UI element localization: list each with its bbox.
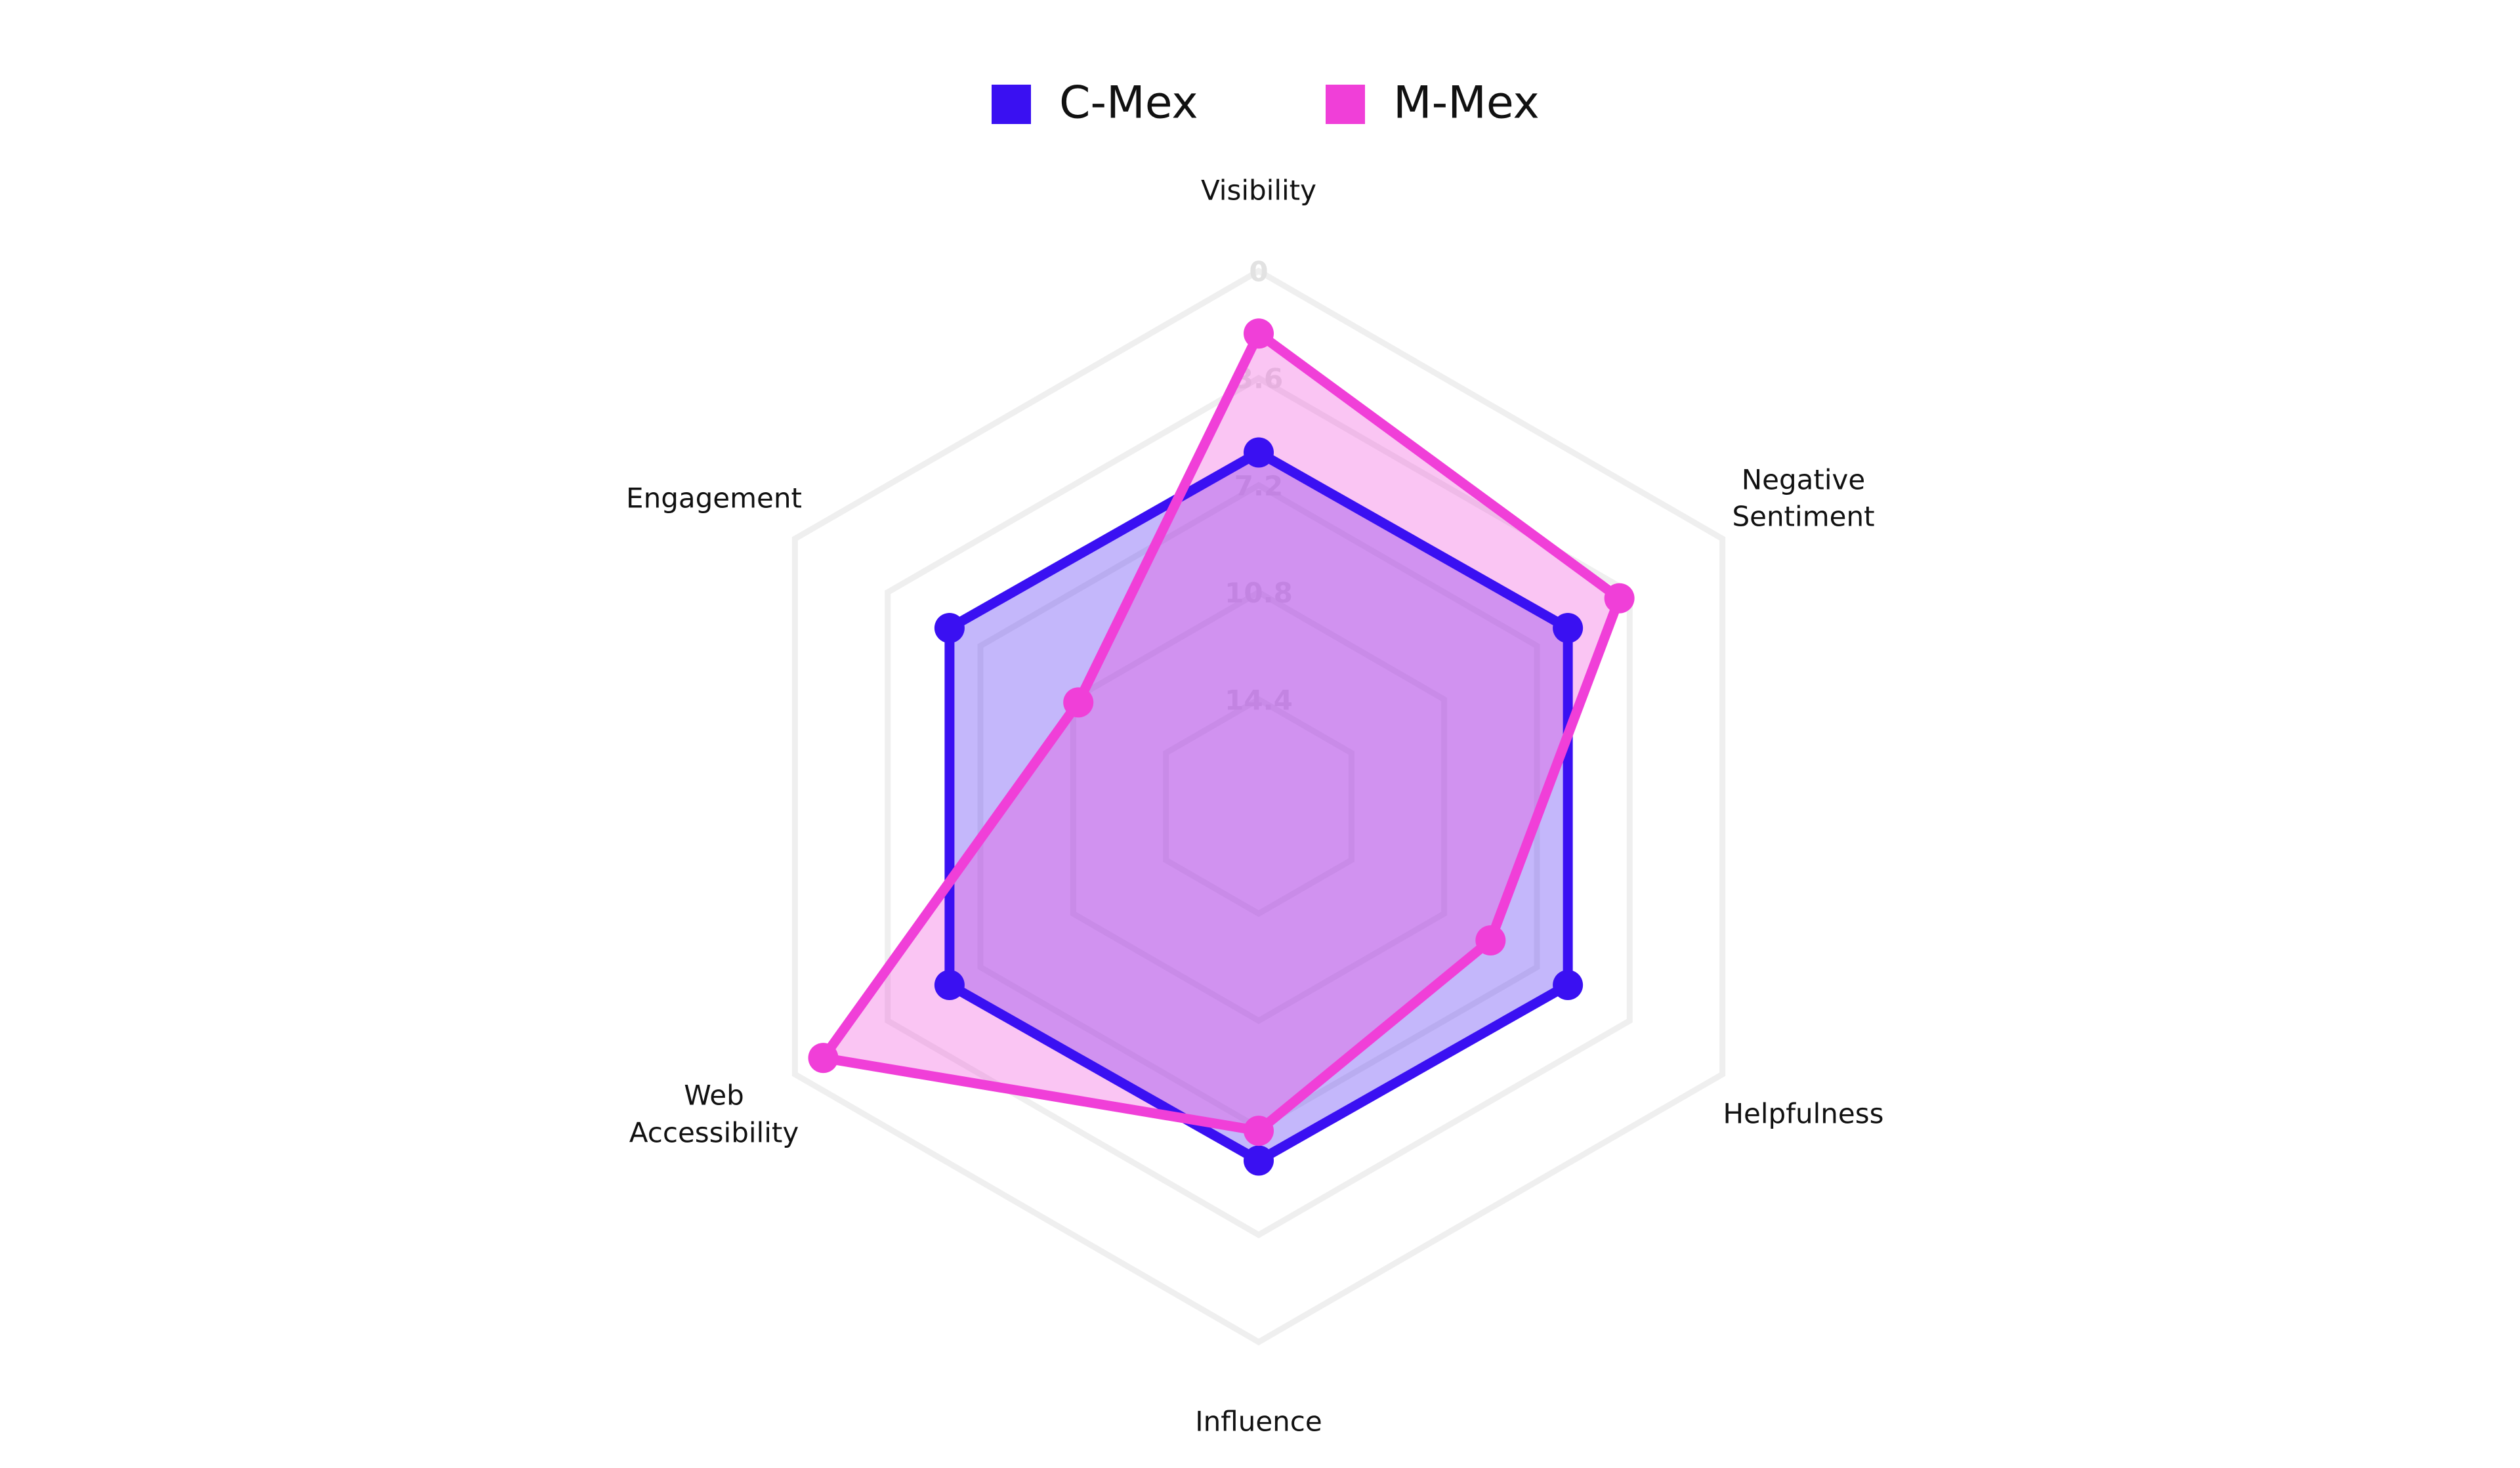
legend-label: M-Mex [1393, 77, 1540, 129]
r-tick-label: 0 [1249, 256, 1268, 288]
axis-label: Negative Sentiment [1732, 463, 1875, 533]
grid-ring [791, 267, 1726, 1346]
data-point [1063, 687, 1094, 718]
data-point [1244, 1116, 1274, 1146]
axis-label: Helpfulness [1723, 1097, 1884, 1130]
data-point [934, 970, 965, 1000]
axis-label: Influence [1195, 1406, 1322, 1438]
r-tick-label: 10.8 [1225, 577, 1293, 609]
data-point [1553, 970, 1584, 1000]
series-area [823, 333, 1620, 1131]
data-point [1244, 1145, 1274, 1176]
data-point [808, 1043, 839, 1074]
grid-ring [1163, 696, 1354, 917]
data-point [934, 613, 965, 643]
legend-swatch [992, 85, 1031, 124]
r-tick-label: 7.2 [1234, 470, 1283, 502]
axis-label: Visibility [1200, 174, 1317, 207]
data-point [1244, 437, 1274, 468]
series-area [949, 452, 1568, 1161]
r-tick-label: 14.4 [1225, 684, 1293, 716]
data-point [1244, 318, 1274, 349]
legend-swatch [1326, 85, 1365, 124]
data-point [1475, 925, 1506, 955]
data-point [1604, 583, 1635, 614]
axis-label: Engagement [626, 482, 802, 514]
legend-label: C-Mex [1059, 77, 1198, 129]
axis-label: Web Accessibility [629, 1079, 799, 1149]
data-point [1553, 613, 1584, 643]
